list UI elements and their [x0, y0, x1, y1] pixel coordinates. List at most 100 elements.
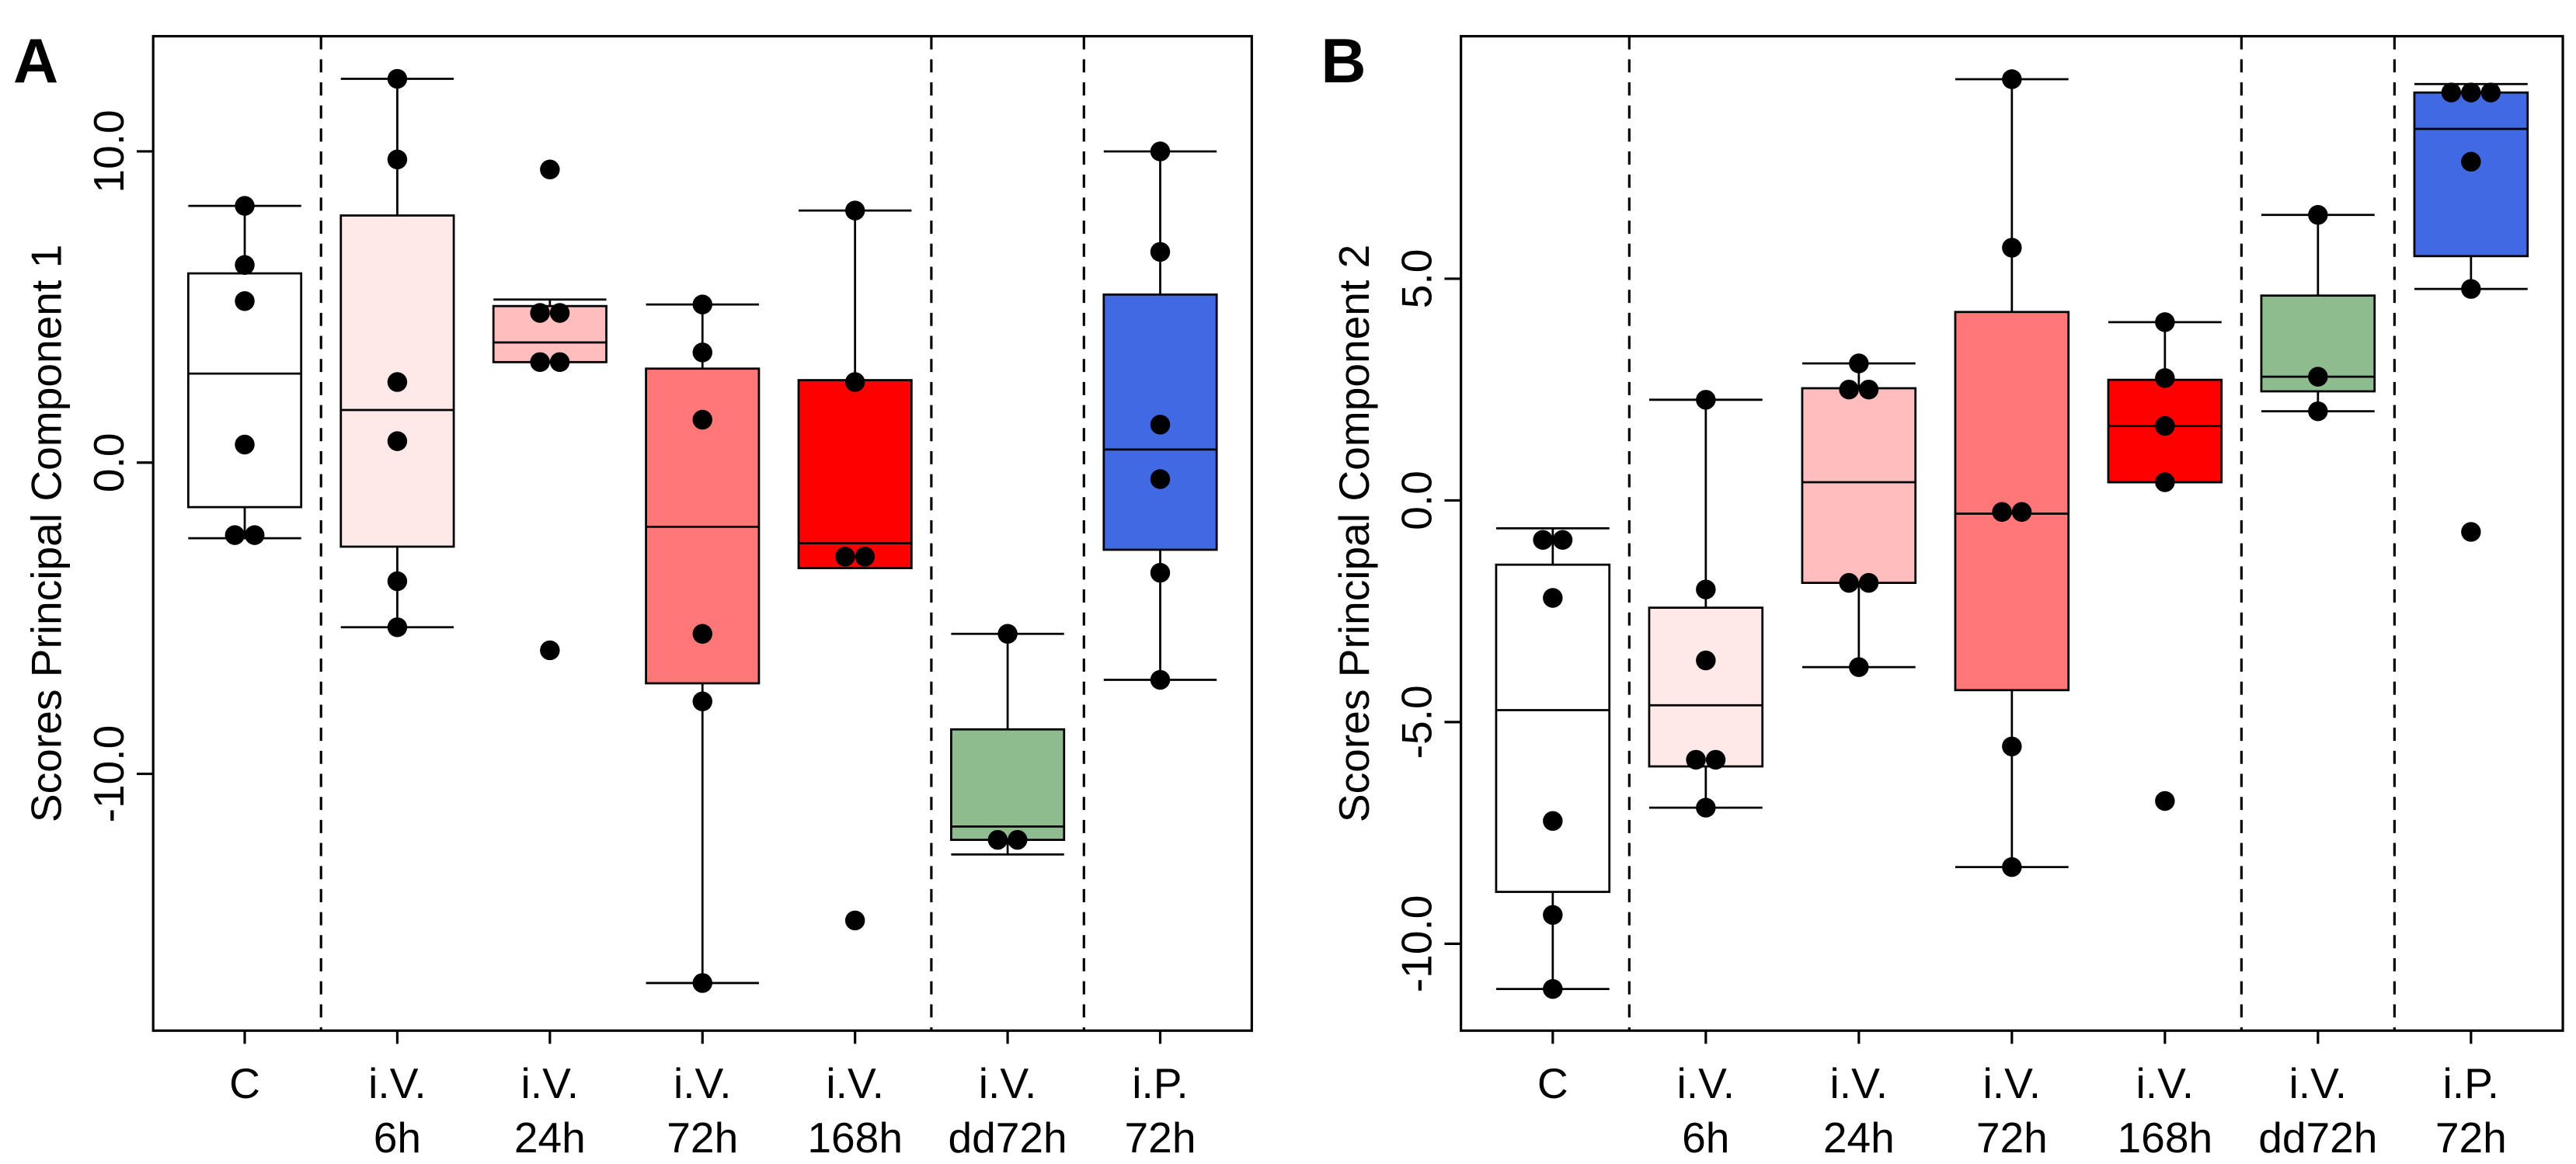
- x-tick-label: 72h: [667, 1114, 738, 1162]
- data-point: [2011, 502, 2032, 522]
- data-point: [1150, 141, 1171, 162]
- data-point: [2002, 69, 2022, 89]
- data-point: [2461, 151, 2481, 172]
- data-point: [2441, 82, 2462, 103]
- data-point: [1543, 978, 1563, 999]
- data-point: [692, 624, 712, 644]
- data-point: [387, 571, 408, 592]
- x-tick-label: 6h: [1682, 1114, 1729, 1162]
- data-point: [1150, 469, 1171, 489]
- box: [2413, 91, 2529, 258]
- data-point: [844, 910, 865, 931]
- y-tick-label: -10.0: [1392, 895, 1440, 993]
- data-point: [235, 255, 255, 275]
- data-point: [1150, 562, 1171, 583]
- data-point: [235, 434, 255, 455]
- data-point: [1849, 353, 1869, 374]
- x-tick-label: 6h: [374, 1114, 421, 1162]
- data-point: [2155, 472, 2175, 492]
- data-point: [387, 617, 408, 638]
- data-point: [2461, 522, 2481, 542]
- x-tick-label: dd72h: [948, 1114, 1067, 1162]
- data-point: [530, 303, 550, 323]
- box: [950, 728, 1066, 841]
- data-point: [692, 409, 712, 430]
- data-point: [692, 294, 712, 314]
- data-point: [2480, 82, 2501, 103]
- data-point: [387, 431, 408, 451]
- x-tick-label: i.V.: [2136, 1059, 2195, 1107]
- data-point: [1696, 579, 1716, 599]
- data-point: [387, 149, 408, 170]
- data-point: [1008, 829, 1028, 850]
- box: [1648, 606, 1764, 768]
- box: [1495, 563, 1611, 893]
- data-point: [1858, 572, 1879, 593]
- data-point: [2308, 205, 2328, 225]
- x-tick-label: i.V.: [826, 1059, 884, 1107]
- data-point: [692, 342, 712, 363]
- data-point: [2002, 238, 2022, 258]
- data-point: [1696, 650, 1716, 671]
- box: [1801, 387, 1917, 584]
- data-point: [692, 973, 712, 993]
- data-point: [1992, 502, 2012, 522]
- data-point: [2155, 368, 2175, 388]
- data-point: [235, 196, 255, 216]
- data-point: [997, 624, 1018, 644]
- data-point: [844, 372, 865, 392]
- data-point: [2308, 367, 2328, 387]
- data-point: [835, 547, 855, 567]
- data-point: [530, 352, 550, 373]
- panel-label: A: [13, 26, 58, 96]
- data-point: [2002, 736, 2022, 757]
- data-point: [2461, 279, 2481, 299]
- data-point: [1543, 905, 1563, 925]
- x-tick-label: 72h: [1125, 1114, 1196, 1162]
- x-tick-label: 24h: [1823, 1114, 1895, 1162]
- data-point: [1705, 749, 1726, 770]
- data-point: [1839, 379, 1859, 400]
- data-point: [1533, 530, 1553, 550]
- box: [797, 379, 913, 570]
- x-tick-label: C: [1537, 1059, 1568, 1107]
- data-point: [2155, 790, 2175, 811]
- data-point: [2155, 415, 2175, 436]
- data-point: [2461, 82, 2481, 103]
- y-tick-label: 0.0: [1392, 471, 1440, 530]
- x-tick-label: i.V.: [1677, 1059, 1735, 1107]
- x-tick-label: C: [229, 1059, 260, 1107]
- plot-frame: [1460, 35, 2564, 1032]
- data-point: [855, 547, 875, 567]
- plot-frame: [151, 35, 1253, 1032]
- box: [186, 272, 303, 509]
- panel-label: B: [1321, 26, 1366, 96]
- data-point: [235, 291, 255, 311]
- y-tick-label: -5.0: [1392, 685, 1440, 759]
- data-point: [245, 525, 265, 545]
- data-point: [1839, 572, 1859, 593]
- box: [1954, 311, 2070, 692]
- data-point: [549, 303, 570, 323]
- x-tick-label: dd72h: [2258, 1114, 2377, 1162]
- data-point: [1150, 415, 1171, 435]
- y-tick-label: 0.0: [85, 433, 133, 492]
- box: [492, 304, 607, 363]
- x-tick-label: 72h: [2435, 1114, 2507, 1162]
- y-axis-title: Scores Principal Component 1: [22, 245, 70, 822]
- data-point: [540, 640, 560, 661]
- x-tick-label: i.V.: [674, 1059, 732, 1107]
- data-point: [2155, 312, 2175, 332]
- x-tick-label: i.V.: [2289, 1059, 2348, 1107]
- data-point: [1543, 588, 1563, 608]
- data-point: [844, 200, 865, 221]
- x-tick-label: i.V.: [979, 1059, 1037, 1107]
- x-tick-label: i.P.: [1132, 1059, 1189, 1107]
- data-point: [387, 372, 408, 392]
- data-point: [1858, 379, 1879, 400]
- data-point: [540, 159, 560, 179]
- x-tick-label: i.V.: [521, 1059, 580, 1107]
- data-point: [387, 68, 408, 89]
- data-point: [1849, 657, 1869, 677]
